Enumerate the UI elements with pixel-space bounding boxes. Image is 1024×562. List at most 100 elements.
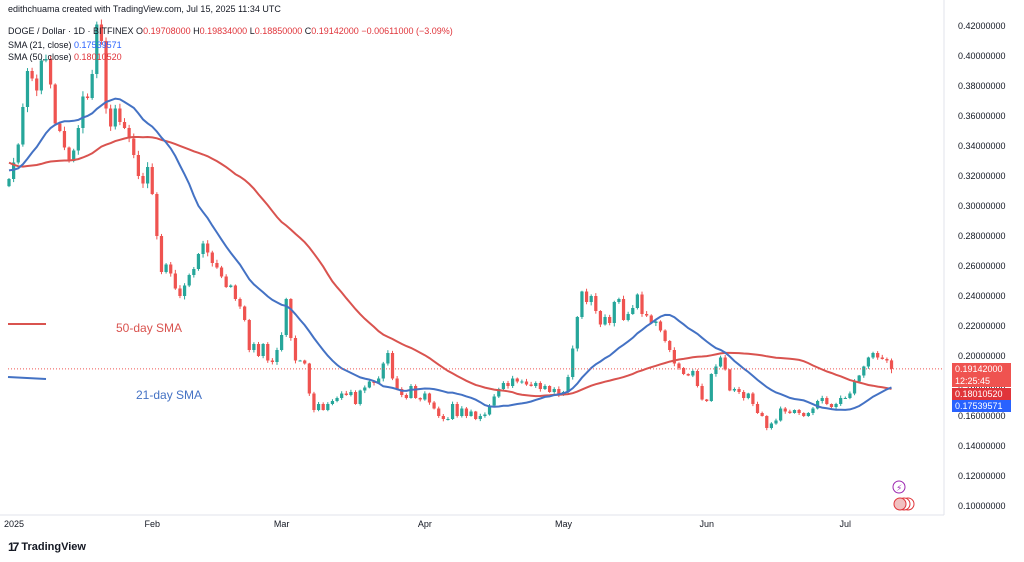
candle-body (122, 122, 127, 128)
candle (478, 413, 482, 422)
candle-body (515, 378, 519, 382)
candle-body (857, 375, 861, 382)
sma50-line (8, 135, 892, 398)
candle-body (381, 363, 385, 379)
legend-sma50[interactable]: SMA (50, close) 0.18010520 (8, 52, 122, 62)
candle (658, 320, 663, 333)
candle-body (885, 359, 889, 361)
candle-body (635, 294, 640, 308)
candle-body (487, 405, 492, 415)
candle-body (769, 423, 774, 428)
candle (806, 412, 810, 417)
candle-body (788, 411, 792, 413)
candle-body (95, 24, 99, 74)
candle (871, 351, 875, 360)
candle-body (243, 306, 247, 320)
candle-body (478, 416, 482, 419)
candle (635, 293, 640, 310)
candle-body (303, 360, 307, 364)
candle (95, 21, 99, 79)
candle-body (58, 123, 62, 131)
candle-body (252, 344, 256, 350)
candle (866, 356, 871, 369)
candle-body (390, 353, 395, 379)
candle-body (30, 71, 34, 79)
candle (695, 369, 700, 388)
y-tick-label: 0.36000000 (958, 111, 1006, 121)
candle-body (196, 254, 201, 269)
candle (441, 414, 445, 422)
candle-body (714, 366, 718, 374)
candle (340, 391, 344, 400)
candle-body (358, 390, 362, 404)
candle (788, 409, 792, 414)
candle (511, 375, 515, 388)
candle-body (728, 369, 732, 391)
candle-body (695, 371, 700, 386)
candle (127, 124, 131, 143)
x-tick-label: Jun (699, 519, 714, 529)
candle (25, 68, 30, 113)
candle-body (256, 344, 261, 356)
candle (381, 361, 385, 382)
x-tick-label: Apr (418, 519, 432, 529)
candle (81, 91, 85, 134)
candle-body (584, 291, 589, 302)
candle (178, 285, 182, 299)
candle-body (455, 404, 459, 416)
candle-body (109, 108, 113, 127)
candle (113, 104, 117, 130)
symbol-ohlc-line: DOGE / Dollar · 1D · BITFINEX O0.1970800… (8, 26, 453, 36)
candle (326, 402, 330, 412)
candle (39, 58, 43, 95)
candle-body (834, 404, 838, 407)
candle-body (132, 138, 136, 155)
candle (760, 411, 764, 417)
candle (423, 391, 427, 401)
candle (53, 83, 57, 126)
sma21-line (8, 97, 892, 411)
candle-body (843, 398, 847, 399)
candle (469, 409, 473, 417)
candle-body (589, 296, 593, 302)
candle-body (802, 413, 806, 416)
candle-body (608, 317, 612, 323)
candle (885, 357, 889, 363)
y-tick-label: 0.32000000 (958, 171, 1006, 181)
candle (529, 381, 533, 387)
candle-body (737, 389, 741, 392)
x-tick-label: May (555, 519, 573, 529)
candle-body (48, 59, 53, 85)
y-tick-label: 0.42000000 (958, 21, 1006, 31)
candle-body (81, 96, 85, 128)
tradingview-logo[interactable]: 17 TradingView (8, 540, 86, 554)
candle-body (307, 363, 311, 394)
candle (247, 318, 251, 353)
y-tick-label: 0.28000000 (958, 231, 1006, 241)
candle (524, 378, 529, 386)
y-tick-label: 0.30000000 (958, 201, 1006, 211)
candle (608, 314, 612, 326)
candle (825, 396, 829, 406)
candle (270, 358, 274, 365)
x-tick-label: 2025 (4, 519, 24, 529)
candle (21, 103, 25, 147)
candle-body (450, 404, 455, 419)
candle (594, 293, 598, 314)
candle-body (876, 353, 880, 358)
candle (584, 288, 589, 305)
candle (118, 103, 122, 126)
candle-body (557, 389, 561, 395)
candle-body (497, 389, 501, 397)
candle-body (631, 308, 635, 314)
candle (293, 335, 298, 364)
legend-sma21[interactable]: SMA (21, close) 0.17539571 (8, 40, 122, 50)
candle-body (377, 378, 381, 383)
candle (192, 266, 196, 278)
candle (668, 340, 672, 353)
candle (843, 396, 847, 399)
candle (219, 265, 224, 279)
candle (252, 342, 256, 353)
candle (344, 390, 348, 396)
